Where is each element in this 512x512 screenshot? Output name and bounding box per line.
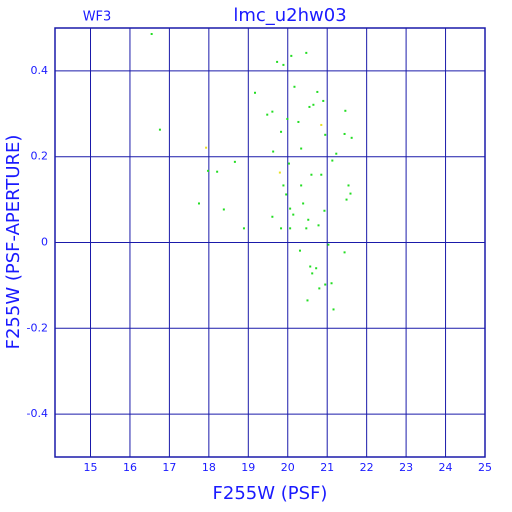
point bbox=[298, 249, 301, 252]
point bbox=[316, 90, 319, 93]
point bbox=[344, 109, 347, 112]
point bbox=[216, 170, 219, 173]
point bbox=[254, 91, 257, 94]
point bbox=[305, 51, 308, 54]
x-tick-label: 16 bbox=[123, 461, 137, 474]
point bbox=[347, 184, 350, 187]
point bbox=[271, 110, 274, 113]
point bbox=[331, 159, 334, 162]
point bbox=[242, 227, 245, 230]
point bbox=[345, 198, 348, 201]
x-tick-label: 17 bbox=[162, 461, 176, 474]
point bbox=[297, 120, 300, 123]
point bbox=[282, 63, 285, 66]
point bbox=[306, 299, 309, 302]
point bbox=[332, 308, 335, 311]
point bbox=[317, 224, 320, 227]
chart-title: lmc_u2hw03 bbox=[233, 5, 346, 26]
point bbox=[310, 173, 313, 176]
point bbox=[197, 202, 200, 205]
x-axis-label: F255W (PSF) bbox=[213, 483, 328, 504]
y-tick-label: 0.2 bbox=[31, 150, 49, 163]
point bbox=[324, 133, 327, 136]
point bbox=[286, 117, 289, 120]
y-tick-label: 0.4 bbox=[31, 64, 49, 77]
x-tick-label: 19 bbox=[241, 461, 255, 474]
point bbox=[315, 267, 318, 270]
point bbox=[318, 287, 321, 290]
point bbox=[287, 162, 290, 165]
point bbox=[266, 113, 269, 116]
point bbox=[278, 171, 281, 174]
point bbox=[233, 160, 236, 163]
point bbox=[300, 184, 303, 187]
point bbox=[335, 152, 338, 155]
point bbox=[150, 33, 153, 36]
point bbox=[330, 282, 333, 285]
point bbox=[222, 208, 225, 211]
point bbox=[280, 227, 283, 230]
y-tick-label: -0.4 bbox=[27, 407, 48, 420]
x-tick-label: 24 bbox=[439, 461, 453, 474]
point bbox=[322, 99, 325, 102]
x-tick-label: 22 bbox=[360, 461, 374, 474]
point bbox=[324, 283, 327, 286]
x-tick-label: 18 bbox=[202, 461, 216, 474]
point bbox=[289, 227, 292, 230]
point bbox=[312, 103, 315, 106]
point bbox=[158, 128, 161, 131]
point bbox=[323, 209, 326, 212]
point bbox=[276, 60, 279, 63]
point bbox=[320, 173, 323, 176]
point bbox=[311, 272, 314, 275]
point bbox=[343, 251, 346, 254]
point bbox=[205, 146, 208, 149]
point bbox=[343, 132, 346, 135]
point bbox=[271, 215, 274, 218]
y-axis-label: F255W (PSF-APERTURE) bbox=[3, 135, 24, 350]
point bbox=[292, 213, 295, 216]
point bbox=[280, 130, 283, 133]
x-tick-label: 20 bbox=[281, 461, 295, 474]
y-tick-label: 0 bbox=[41, 236, 48, 249]
point bbox=[289, 207, 292, 210]
point bbox=[300, 147, 303, 150]
point bbox=[307, 218, 310, 221]
point bbox=[327, 243, 330, 246]
point bbox=[290, 54, 293, 57]
point bbox=[207, 169, 210, 172]
point bbox=[320, 123, 323, 126]
point bbox=[349, 192, 352, 195]
point bbox=[308, 105, 311, 108]
annotation: WF3 bbox=[83, 10, 112, 25]
point bbox=[309, 265, 312, 268]
point bbox=[350, 136, 353, 139]
x-tick-label: 21 bbox=[320, 461, 334, 474]
x-tick-label: 15 bbox=[84, 461, 98, 474]
point bbox=[293, 85, 296, 88]
x-tick-label: 23 bbox=[399, 461, 413, 474]
x-tick-label: 25 bbox=[478, 461, 492, 474]
point bbox=[302, 202, 305, 205]
point bbox=[285, 193, 288, 196]
point bbox=[272, 150, 275, 153]
point bbox=[305, 227, 308, 230]
y-tick-label: -0.2 bbox=[27, 321, 48, 334]
point bbox=[282, 184, 285, 187]
